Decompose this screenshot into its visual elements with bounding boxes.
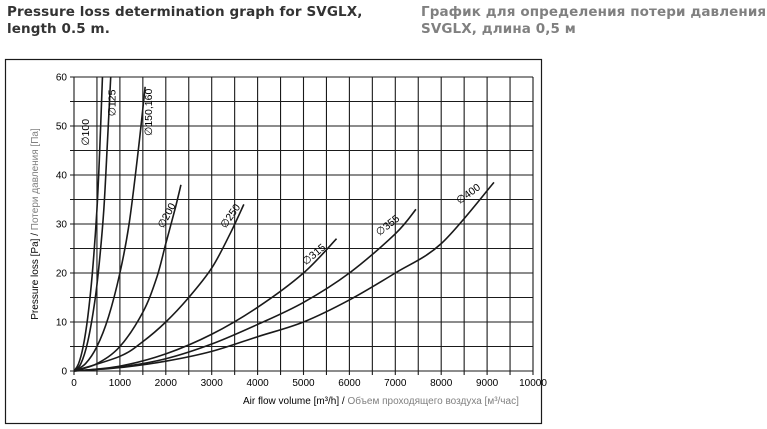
curve-200 <box>73 184 182 372</box>
x-axis-label-ru: Объем проходящего воздуха [м³/час] <box>347 395 519 407</box>
curve-125 <box>73 76 112 372</box>
chart-title-en-line2: length 0.5 m. <box>7 21 110 37</box>
x-axis-label-en: Air flow volume [m³/h] <box>243 396 339 407</box>
curve-250 <box>73 204 245 372</box>
curve-400 <box>73 181 495 372</box>
curve-label: ∅400 <box>454 181 483 206</box>
y-axis-label-en: Pressure loss [Pa] <box>30 238 41 319</box>
x-tick-label: 7000 <box>384 378 407 389</box>
y-tick-label: 40 <box>56 171 68 182</box>
curve-315 <box>73 238 338 372</box>
chart-curves <box>73 76 495 372</box>
chart-frame <box>4 58 543 425</box>
y-tick-label: 0 <box>61 367 67 378</box>
curve-label: ∅355 <box>374 213 403 239</box>
x-tick-label: 5000 <box>292 378 315 389</box>
y-axis-label: Pressure loss [Pa] / Потери давления [Па… <box>30 128 41 320</box>
curve-label: ∅100 <box>80 119 92 146</box>
y-tick-label: 30 <box>56 220 68 231</box>
x-tick-label: 9000 <box>476 378 499 389</box>
chart-title-ru-line1: График для определения потери давления <box>421 4 767 20</box>
curve-100 <box>73 76 104 372</box>
chart-ticks: 0 1000 2000 3000 4000 5000 6000 7000 8000 9000 100… <box>56 73 547 390</box>
curve-150-160 <box>73 86 146 372</box>
curve-355 <box>73 208 417 372</box>
y-tick-label: 50 <box>56 122 68 133</box>
chart-title-en-line1: Pressure loss determination graph for SV… <box>7 4 363 20</box>
x-tick-label: 8000 <box>430 378 453 389</box>
y-tick-label: 60 <box>56 73 68 84</box>
y-tick-label: 10 <box>56 318 68 329</box>
x-tick-label: 6000 <box>338 378 361 389</box>
y-axis-label-sep: / <box>30 230 41 238</box>
x-tick-label: 3000 <box>201 378 224 389</box>
curve-label: ∅200 <box>156 201 179 230</box>
y-axis-label-ru: Потери давления [Па] <box>30 128 41 230</box>
x-tick-label: 2000 <box>155 378 178 389</box>
x-tick-label: 1000 <box>109 378 132 389</box>
y-tick-label: 20 <box>56 269 68 280</box>
curve-label: ∅125 <box>106 89 118 116</box>
chart-title-en: Pressure loss determination graph for SV… <box>7 4 362 38</box>
x-axis-label: Air flow volume [m³/h] / Объем проходяще… <box>243 395 519 407</box>
x-tick-label: 10000 <box>519 378 547 389</box>
chart-curve-labels: ∅100∅125 ∅150,160∅200 ∅250∅315∅355∅400 <box>80 89 483 268</box>
curve-label: ∅250 <box>218 202 243 231</box>
chart-title-ru-line2: SVGLX, длина 0,5 м <box>421 21 576 37</box>
chart-title-ru: График для определения потери давления S… <box>421 4 766 38</box>
chart-grid <box>70 76 534 375</box>
x-tick-label: 0 <box>71 378 77 389</box>
x-tick-label: 4000 <box>246 378 269 389</box>
curve-label: ∅150,160 <box>143 89 155 136</box>
x-axis-label-sep: / <box>339 396 347 407</box>
